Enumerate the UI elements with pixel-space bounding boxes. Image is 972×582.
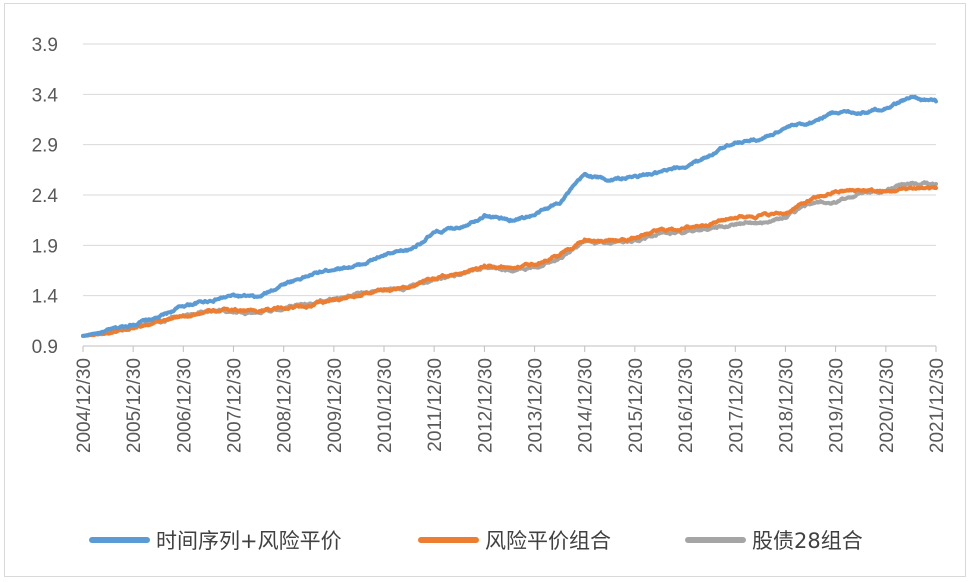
y-tick-label: 2.4: [32, 186, 59, 207]
x-tick-label: 2021/12/30: [927, 358, 948, 453]
legend-label: 风险平价组合: [485, 529, 611, 553]
y-tick-label: 2.9: [32, 136, 58, 157]
x-tick-label: 2009/12/30: [325, 358, 346, 453]
x-tick-label: 2006/12/30: [174, 358, 195, 453]
x-tick-label: 2004/12/30: [74, 358, 95, 453]
x-axis: [82, 345, 937, 352]
x-tick-label: 2017/12/30: [726, 358, 747, 453]
series-line: [81, 180, 938, 338]
y-tick-label: 1.4: [32, 287, 59, 308]
series-lines: [81, 94, 938, 338]
x-tick-label: 2014/12/30: [576, 358, 597, 453]
gridlines: [83, 43, 936, 297]
x-tick-label: 2020/12/30: [877, 358, 898, 453]
x-tick-label: 2007/12/30: [224, 358, 245, 453]
chart-frame: [4, 3, 966, 577]
x-tick-label: 2008/12/30: [275, 358, 296, 453]
x-tick-label: 2005/12/30: [124, 358, 145, 453]
y-tick-label: 1.9: [32, 236, 58, 257]
legend: 时间序列+风险平价 风险平价组合 股债28组合: [89, 529, 863, 553]
x-tick-label: 2011/12/30: [425, 358, 446, 452]
y-tick-label: 3.9: [32, 35, 58, 56]
y-axis-ticks: 0.9 1.4 1.9 2.4 2.9 3.4 3.9: [32, 35, 59, 358]
x-tick-label: 2012/12/30: [475, 358, 496, 453]
x-tick-label: 2015/12/30: [626, 358, 647, 453]
legend-label: 股债28组合: [752, 529, 863, 553]
x-tick-label: 2019/12/30: [827, 358, 848, 453]
x-tick-label: 2010/12/30: [375, 358, 396, 453]
x-tick-label: 2018/12/30: [776, 358, 797, 453]
x-tick-label: 2013/12/30: [526, 358, 547, 453]
legend-label: 时间序列+风险平价: [156, 529, 342, 553]
y-tick-label: 0.9: [32, 337, 58, 358]
y-tick-label: 3.4: [32, 85, 59, 106]
series-line: [81, 94, 938, 338]
x-axis-ticks: 2004/12/30 2005/12/30 2006/12/30 2007/12/30…: [74, 358, 948, 453]
series-line: [81, 185, 938, 338]
x-tick-label: 2016/12/30: [676, 358, 697, 453]
